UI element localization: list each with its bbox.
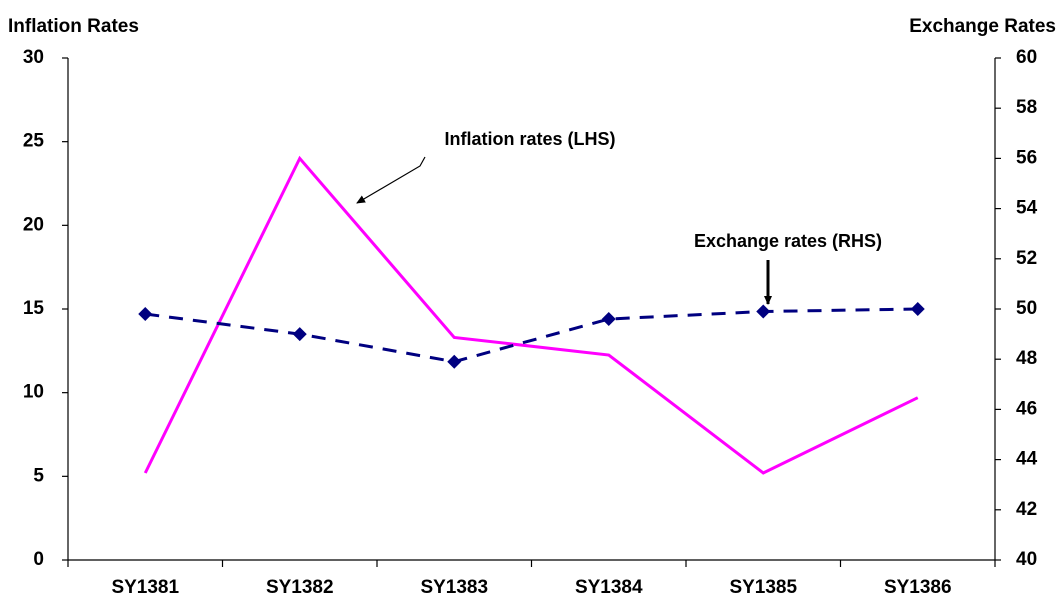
point-marker: [292, 327, 307, 342]
annotation-arrow: [356, 156, 426, 204]
y-axis-label: Inflation Rates: [8, 16, 139, 37]
x-tick-label: SY1383: [420, 577, 488, 598]
point-marker: [756, 304, 771, 319]
y2-tick-label: 50: [1016, 298, 1037, 319]
y2-tick-label: 40: [1016, 549, 1037, 570]
y-tick-label: 0: [33, 549, 44, 570]
y2-tick-label: 60: [1016, 47, 1037, 68]
y-tick-label: 20: [23, 214, 44, 235]
x-tick-label: SY1382: [266, 577, 334, 598]
y-tick-label: 15: [23, 298, 45, 319]
point-marker: [138, 307, 153, 322]
y-tick-label: 10: [23, 382, 44, 403]
x-tick-label: SY1381: [111, 577, 179, 598]
point-marker: [447, 354, 462, 369]
series-line: [143, 155, 919, 475]
y2-tick-label: 54: [1016, 198, 1038, 219]
x-tick-label: SY1386: [884, 577, 952, 598]
y2-tick-label: 46: [1016, 398, 1037, 419]
y2-tick-label: 44: [1016, 449, 1038, 470]
series-line: [145, 307, 918, 364]
y2-axis-label: Exchange Rates: [909, 16, 1056, 37]
point-marker: [910, 302, 925, 316]
y-tick-label: 25: [23, 131, 45, 152]
x-tick-label: SY1384: [575, 577, 643, 598]
y2-tick-label: 56: [1016, 147, 1037, 168]
y2-tick-label: 42: [1016, 499, 1037, 520]
point-marker: [601, 312, 616, 327]
annotation: Inflation rates (LHS): [444, 129, 615, 149]
x-tick-label: SY1385: [729, 577, 797, 598]
y-tick-label: 30: [23, 47, 44, 68]
y-tick-label: 5: [33, 465, 44, 486]
y2-tick-label: 58: [1016, 97, 1037, 118]
y2-tick-label: 52: [1016, 248, 1037, 269]
y2-tick-label: 48: [1016, 348, 1037, 369]
annotation: Exchange rates (RHS): [694, 231, 882, 251]
